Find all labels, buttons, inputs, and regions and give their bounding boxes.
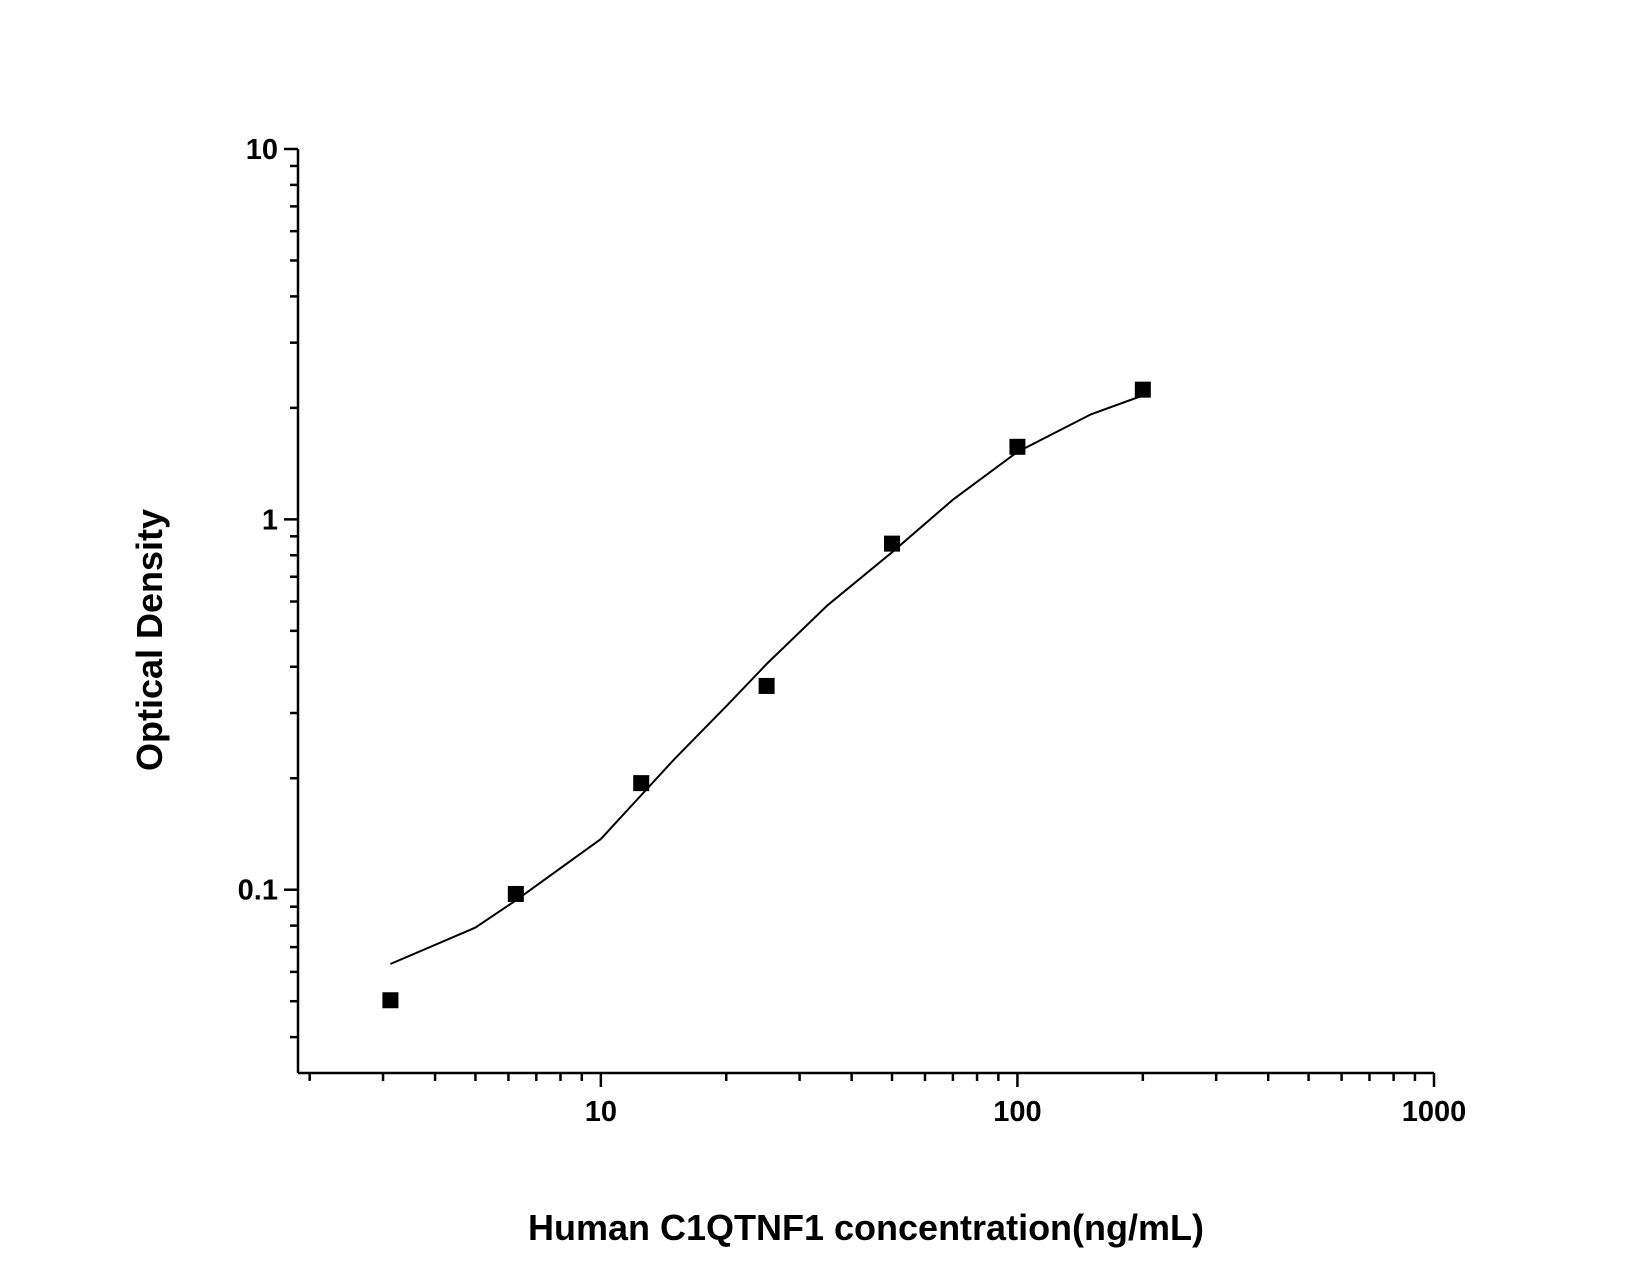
- data-point: [1134, 381, 1151, 398]
- data-point: [633, 775, 650, 792]
- data-point: [1009, 438, 1026, 455]
- data-point: [507, 885, 524, 902]
- y-tick-label: 1: [262, 504, 278, 536]
- x-tick-label: 10: [585, 1096, 617, 1128]
- y-tick-label: 10: [246, 134, 278, 166]
- data-point: [884, 535, 901, 552]
- data-point: [758, 677, 775, 694]
- y-axis-title: Optical Density: [129, 509, 170, 771]
- x-tick-label: 1000: [1402, 1096, 1467, 1128]
- x-tick-label: 100: [993, 1096, 1041, 1128]
- x-axis-title: Human C1QTNF1 concentration(ng/mL): [528, 1207, 1204, 1248]
- y-tick-label: 0.1: [238, 875, 278, 907]
- data-point: [382, 992, 399, 1009]
